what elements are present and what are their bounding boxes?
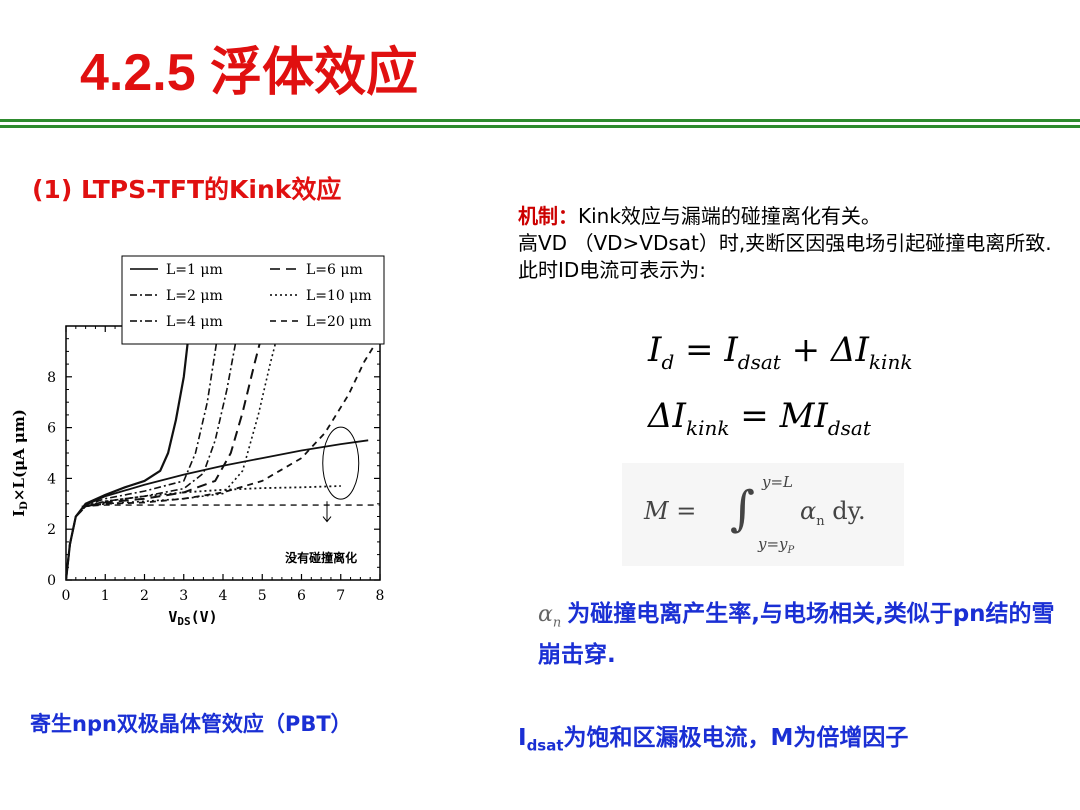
eq3-lower-sub: P [787, 545, 795, 556]
eq3-upper-limit: y=L [762, 473, 794, 491]
x-tick-label: 1 [101, 588, 110, 604]
legend-label: L=10 μm [306, 288, 372, 304]
x-tick-label: 7 [336, 588, 345, 604]
title-divider-second [0, 125, 1080, 128]
equation-dikink: ΔIkink = MIdsat [648, 396, 871, 440]
legend-label: L=4 μm [166, 314, 223, 330]
eq1-equals: = [674, 330, 725, 370]
legend-label: L=20 μm [306, 314, 372, 330]
eq3-alpha-sub: n [816, 513, 825, 529]
equation-m-box: M = ∫ y=L y=yP αn dy. [622, 463, 904, 566]
y-axis-label: ID×L(μA μm) [10, 409, 30, 517]
series-line-4 [66, 326, 281, 580]
x-tick-label: 4 [219, 588, 228, 604]
y-tick-label: 6 [47, 421, 56, 437]
eq3-dy: dy. [824, 497, 866, 525]
pbt-heading: 寄生npn双极晶体管效应（PBT） [30, 712, 352, 736]
eq1-term2: ΔI [830, 330, 869, 370]
series-line-3 [66, 326, 266, 580]
eq1-term2-sub: kink [868, 349, 913, 374]
legend-label: L=6 μm [306, 262, 363, 278]
mechanism-text: 机制：Kink效应与漏端的碰撞离化有关。 高VD （VD>VDsat）时,夹断区… [518, 203, 1068, 284]
section-heading: (1) LTPS-TFT的Kink效应 [32, 175, 342, 204]
x-tick-label: 2 [140, 588, 149, 604]
legend-label: L=1 μm [166, 262, 223, 278]
idsat-text: 为饱和区漏极电流，M为倍增因子 [563, 725, 909, 751]
alpha-note-text: 为碰撞电离产生率,与电场相关,类似于pn结的雪崩击穿. [538, 601, 1055, 669]
mechanism-line2: 高VD （VD>VDsat）时,夹断区因强电场引起碰撞电离所致. 此时ID电流可… [518, 231, 1052, 282]
chart-axes: 0 1 2 3 4 5 6 7 8 0 2 4 6 8 VDS(V) ID×L(μA μm) [10, 325, 385, 628]
x-tick-label: 0 [62, 588, 71, 604]
eq3-integrand: αn dy. [800, 497, 866, 529]
plot-frame [65, 325, 381, 581]
eq1-lhs: I [648, 330, 662, 370]
x-tick-label: 6 [297, 588, 306, 604]
eq2-rhs-sub: dsat [827, 415, 871, 440]
eq1-lhs-sub: d [661, 349, 675, 374]
equation-id: Id = Idsat + ΔIkink [648, 330, 912, 374]
eq1-term1-sub: dsat [737, 349, 781, 374]
eq3-lower-text: y=y [758, 535, 788, 553]
y-tick-label: 0 [47, 573, 56, 589]
alpha-symbol-char: α [538, 602, 553, 627]
legend-box [121, 255, 385, 345]
series-line-7 [85, 485, 341, 508]
eq3-lhs: M = [644, 497, 697, 525]
eq1-term1: I [724, 330, 738, 370]
eq1-plus: + [780, 330, 831, 370]
y-tick-label: 4 [47, 471, 56, 487]
eq2-rhs: MI [779, 396, 828, 436]
annotation-ellipse [322, 426, 360, 500]
integral-sign: ∫ [730, 481, 756, 537]
eq2-equals: = [729, 396, 780, 436]
series-line-8 [81, 504, 380, 507]
y-tick-label: 8 [47, 370, 56, 386]
x-tick-label: 8 [376, 588, 385, 604]
alpha-symbol: αn [538, 602, 562, 631]
alpha-symbol-sub: n [552, 615, 562, 631]
legend-label: L=2 μm [166, 288, 223, 304]
title-divider [0, 119, 1080, 122]
idsat-note: Idsat为饱和区漏极电流，M为倍增因子 [518, 718, 908, 755]
eq3-lower-limit: y=yP [758, 535, 794, 556]
annotation-arrowhead [322, 516, 332, 523]
series-line-5 [66, 335, 380, 580]
x-tick-label: 3 [179, 588, 188, 604]
series-line-2 [66, 326, 240, 580]
series-line-6 [85, 439, 369, 506]
x-axis-label: VDS(V) [168, 608, 217, 628]
y-tick-label: 2 [47, 522, 56, 538]
x-tick-label: 5 [258, 588, 267, 604]
mechanism-line1: Kink效应与漏端的碰撞离化有关。 [578, 204, 881, 228]
series-line-0 [66, 326, 191, 580]
chart-legend: L=1 μm L=2 μm L=4 μm L=6 μm L=10 μm L=20 μm [121, 255, 385, 345]
idsat-i: I [518, 725, 527, 751]
mechanism-label: 机制： [518, 204, 578, 228]
page-title: 4.2.5 浮体效应 [80, 44, 419, 102]
annotation-text: 没有碰撞离化 [285, 550, 357, 565]
eq2-lhs: ΔI [648, 396, 686, 436]
eq2-lhs-sub: kink [685, 415, 730, 440]
chart-series [66, 326, 380, 580]
eq3-alpha: α [800, 497, 817, 525]
chart-annotation: 没有碰撞离化 [285, 426, 360, 565]
alpha-note: αn 为碰撞电离产生率,与电场相关,类似于pn结的雪崩击穿. [538, 598, 1058, 672]
series-line-1 [66, 326, 220, 580]
idsat-sub: dsat [526, 736, 564, 755]
